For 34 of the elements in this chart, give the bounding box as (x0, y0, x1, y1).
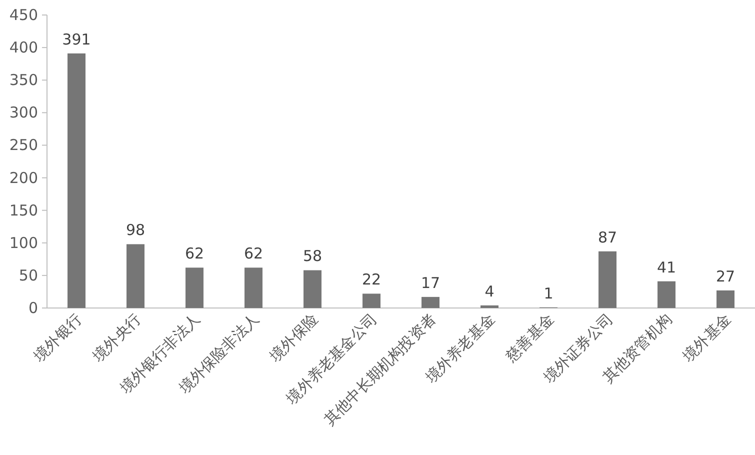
bar (304, 270, 322, 308)
bar (362, 294, 380, 308)
bar (186, 268, 204, 308)
bar (658, 281, 676, 308)
y-tick-label: 100 (9, 234, 38, 252)
y-tick-label: 250 (9, 136, 38, 154)
y-tick-label: 150 (9, 201, 38, 220)
data-label: 1 (544, 284, 554, 302)
bar (598, 251, 616, 308)
y-tick-label: 200 (9, 168, 38, 187)
data-label: 391 (62, 30, 91, 48)
y-tick-label: 0 (28, 299, 38, 317)
data-label: 87 (598, 228, 618, 246)
y-tick-label: 300 (9, 104, 38, 122)
bar (422, 296, 440, 308)
data-label: 27 (716, 267, 736, 286)
data-label: 98 (126, 221, 146, 240)
y-tick-label: 400 (9, 38, 38, 57)
data-label: 62 (184, 244, 204, 263)
y-tick-label: 350 (9, 71, 38, 90)
y-tick-label: 450 (9, 6, 38, 24)
y-tick-label: 50 (18, 266, 38, 284)
bar (126, 244, 144, 308)
data-label: 62 (244, 244, 264, 263)
bar (244, 268, 262, 308)
data-label: 58 (302, 247, 322, 266)
bar (716, 290, 734, 308)
data-label: 41 (656, 258, 676, 276)
data-label: 4 (484, 282, 494, 300)
x-tick-label: 境外基金 (678, 310, 734, 366)
bar (68, 53, 86, 308)
bar (480, 305, 498, 308)
data-label: 22 (362, 270, 382, 289)
data-label: 17 (420, 274, 440, 292)
